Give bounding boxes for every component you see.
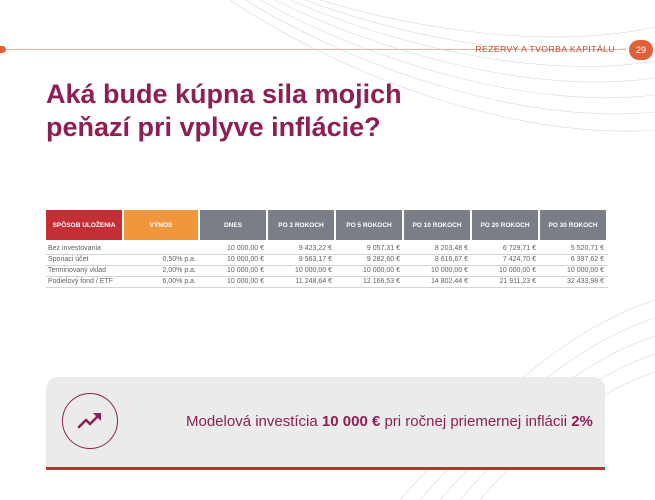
table-cell: 9 423,22 €	[298, 245, 332, 252]
column-header: PO 3 ROKOCH	[268, 210, 334, 240]
info-box	[46, 377, 605, 467]
info-amount: 10 000 €	[321, 413, 381, 430]
table-cell: Sporiaci účet	[48, 256, 89, 263]
table-header: SPÔSOB ULOŽENIA VÝNOS DNES PO 3 ROKOCH P…	[46, 210, 608, 240]
table-cell: 6 729,71 €	[502, 245, 536, 252]
info-text: Modelová investícia 10 000 € pri ročnej …	[186, 413, 593, 430]
table-cell: 8 616,67 €	[434, 256, 468, 263]
header-dot	[0, 46, 6, 53]
table-cell: 10 000,00 €	[227, 267, 264, 274]
column-header: DNES	[200, 210, 266, 240]
column-header: VÝNOS	[124, 210, 198, 240]
table-cell: 7 424,70 €	[502, 256, 536, 263]
page-title-line2: peňazí pri vplyve inflácie?	[46, 112, 381, 142]
page-title: Aká bude kúpna sila mojich peňazí pri vp…	[46, 78, 466, 144]
table-row: Podielový fond / ETF 6,00% p.a. 10 000,0…	[46, 277, 608, 288]
info-box-accent	[46, 467, 605, 470]
table-cell	[124, 244, 198, 254]
table-cell: 12 166,53 €	[363, 278, 400, 285]
table-cell: 8 203,48 €	[434, 245, 468, 252]
table-row: Bez investovania 10 000,00 € 9 423,22 € …	[46, 244, 608, 255]
table-cell: 32 433,98 €	[567, 278, 604, 285]
table-cell: 5 520,71 €	[570, 245, 604, 252]
column-header: PO 10 ROKOCH	[404, 210, 470, 240]
table-cell: 10 000,00 €	[227, 278, 264, 285]
table-cell: 10 000,00 €	[227, 245, 264, 252]
column-header: SPÔSOB ULOŽENIA	[46, 210, 122, 240]
page-title-line1: Aká bude kúpna sila mojich	[46, 79, 402, 109]
trending-up-icon	[62, 393, 118, 449]
table-cell: 6 397,62 €	[570, 256, 604, 263]
table-cell: 2,00% p.a.	[162, 267, 196, 274]
table-cell: 9 057,31 €	[366, 245, 400, 252]
header-rule	[4, 49, 626, 50]
info-text-part2: pri ročnej priemernej inflácii	[380, 413, 572, 430]
table-cell: 9 282,60 €	[366, 256, 400, 263]
table-cell: Podielový fond / ETF	[48, 278, 113, 285]
table-cell: Bez investovania	[48, 245, 101, 252]
table-cell: 21 911,23 €	[499, 278, 536, 285]
table-cell: 10 000,00 €	[431, 267, 468, 274]
table-cell: 9 563,17 €	[298, 256, 332, 263]
info-text-part1: Modelová investícia	[186, 413, 322, 430]
column-header: PO 30 ROKOCH	[540, 210, 606, 240]
table-cell: 10 000,00 €	[567, 267, 604, 274]
table-cell: 6,00% p.a.	[162, 278, 196, 285]
table-cell: 10 000,00 €	[227, 256, 264, 263]
table-row: Terminovaný vklad 2,00% p.a. 10 000,00 €…	[46, 266, 608, 277]
table-cell: 10 000,00 €	[295, 267, 332, 274]
table-cell: 0,50% p.a.	[162, 256, 196, 263]
table-cell: 10 000,00 €	[363, 267, 400, 274]
table-cell: Terminovaný vklad	[48, 267, 106, 274]
info-inflation-rate: 2%	[571, 413, 593, 430]
section-title: REZERVY A TVORBA KAPITÁLU	[475, 44, 615, 54]
table-cell: 11 248,64 €	[295, 278, 332, 285]
inflation-table: SPÔSOB ULOŽENIA VÝNOS DNES PO 3 ROKOCH P…	[46, 210, 608, 288]
table-body: Bez investovania 10 000,00 € 9 423,22 € …	[46, 244, 608, 288]
table-cell: 14 802,44 €	[431, 278, 468, 285]
table-cell: 10 000,00 €	[499, 267, 536, 274]
column-header: PO 20 ROKOCH	[472, 210, 538, 240]
column-header: PO 5 ROKOCH	[336, 210, 402, 240]
table-row: Sporiaci účet 0,50% p.a. 10 000,00 € 9 5…	[46, 255, 608, 266]
page-number-badge: 29	[629, 40, 653, 60]
